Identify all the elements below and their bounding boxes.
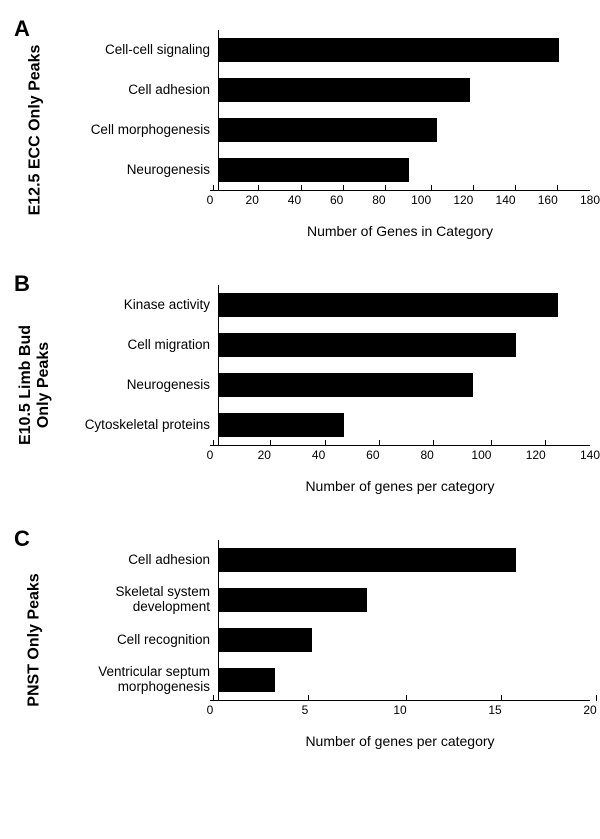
chart-panel: AE12.5 ECC Only PeaksCell-cell signaling… [10,20,590,239]
panel-letter: A [14,16,30,42]
category-label: Cell adhesion [60,553,218,568]
bar-row: Cell recognition [60,620,590,660]
bar-fill [219,293,558,317]
bar-fill [219,158,409,182]
tick-label: 180 [580,193,600,207]
tick-label: 15 [488,703,501,717]
bar-fill [219,413,344,437]
tick-label: 40 [288,193,301,207]
category-label: Cell-cell signaling [60,43,218,58]
bar-fill [219,588,367,612]
tick-label: 140 [580,448,600,462]
category-label: Neurogenesis [60,163,218,178]
bar-row: Skeletal systemdevelopment [60,580,590,620]
bar-row: Cell-cell signaling [60,30,590,70]
category-label: Cell recognition [60,633,218,648]
tick-label: 140 [496,193,516,207]
bar-row: Neurogenesis [60,150,590,190]
bar-row: Kinase activity [60,285,590,325]
category-label: Cell adhesion [60,83,218,98]
tick-label: 5 [302,703,309,717]
tick-label: 160 [538,193,558,207]
bar-row: Neurogenesis [60,365,590,405]
tick-label: 60 [330,193,343,207]
tick-label: 120 [526,448,546,462]
x-axis-label: Number of Genes in Category [210,223,590,239]
tick-label: 0 [207,703,214,717]
tick-label: 0 [207,448,214,462]
x-axis: 05101520 [210,700,590,733]
tick-label: 0 [207,193,214,207]
y-axis-label: E12.5 ECC Only Peaks [26,44,44,215]
bar-row: Cell migration [60,325,590,365]
x-axis-label: Number of genes per category [210,478,590,494]
y-axis-label: E10.5 Limb BudOnly Peaks [17,324,53,444]
category-label: Kinase activity [60,298,218,313]
tick-label: 20 [246,193,259,207]
panel-letter: B [14,271,30,297]
category-label: Skeletal systemdevelopment [60,585,218,615]
category-label: Ventricular septummorphogenesis [60,665,218,695]
bar-row: Cytoskeletal proteins [60,405,590,445]
bar-fill [219,333,516,357]
x-axis: 020406080100120140 [210,445,590,478]
tick-label: 40 [312,448,325,462]
bar-fill [219,118,437,142]
chart-panel: BE10.5 Limb BudOnly PeaksKinase activity… [10,275,590,494]
bar-row: Ventricular septummorphogenesis [60,660,590,700]
bar-fill [219,78,470,102]
tick-label: 120 [453,193,473,207]
bar-fill [219,373,473,397]
tick-label: 80 [372,193,385,207]
x-axis: 020406080100120140160180 [210,190,590,223]
tick-label: 10 [393,703,406,717]
bar-fill [219,548,516,572]
tick-label: 100 [411,193,431,207]
panel-letter: C [14,526,30,552]
category-label: Cell morphogenesis [60,123,218,138]
tick-label: 80 [420,448,433,462]
tick-label: 20 [583,703,596,717]
tick-label: 20 [258,448,271,462]
bar-fill [219,628,312,652]
tick-label: 100 [471,448,491,462]
bar-row: Cell adhesion [60,540,590,580]
category-label: Cell migration [60,338,218,353]
bar-row: Cell adhesion [60,70,590,110]
category-label: Cytoskeletal proteins [60,418,218,433]
chart-panel: CPNST Only PeaksCell adhesionSkeletal sy… [10,530,590,749]
bar-fill [219,668,275,692]
bar-row: Cell morphogenesis [60,110,590,150]
y-axis-label: PNST Only Peaks [26,573,44,706]
category-label: Neurogenesis [60,378,218,393]
x-axis-label: Number of genes per category [210,733,590,749]
bar-fill [219,38,559,62]
tick-label: 60 [366,448,379,462]
